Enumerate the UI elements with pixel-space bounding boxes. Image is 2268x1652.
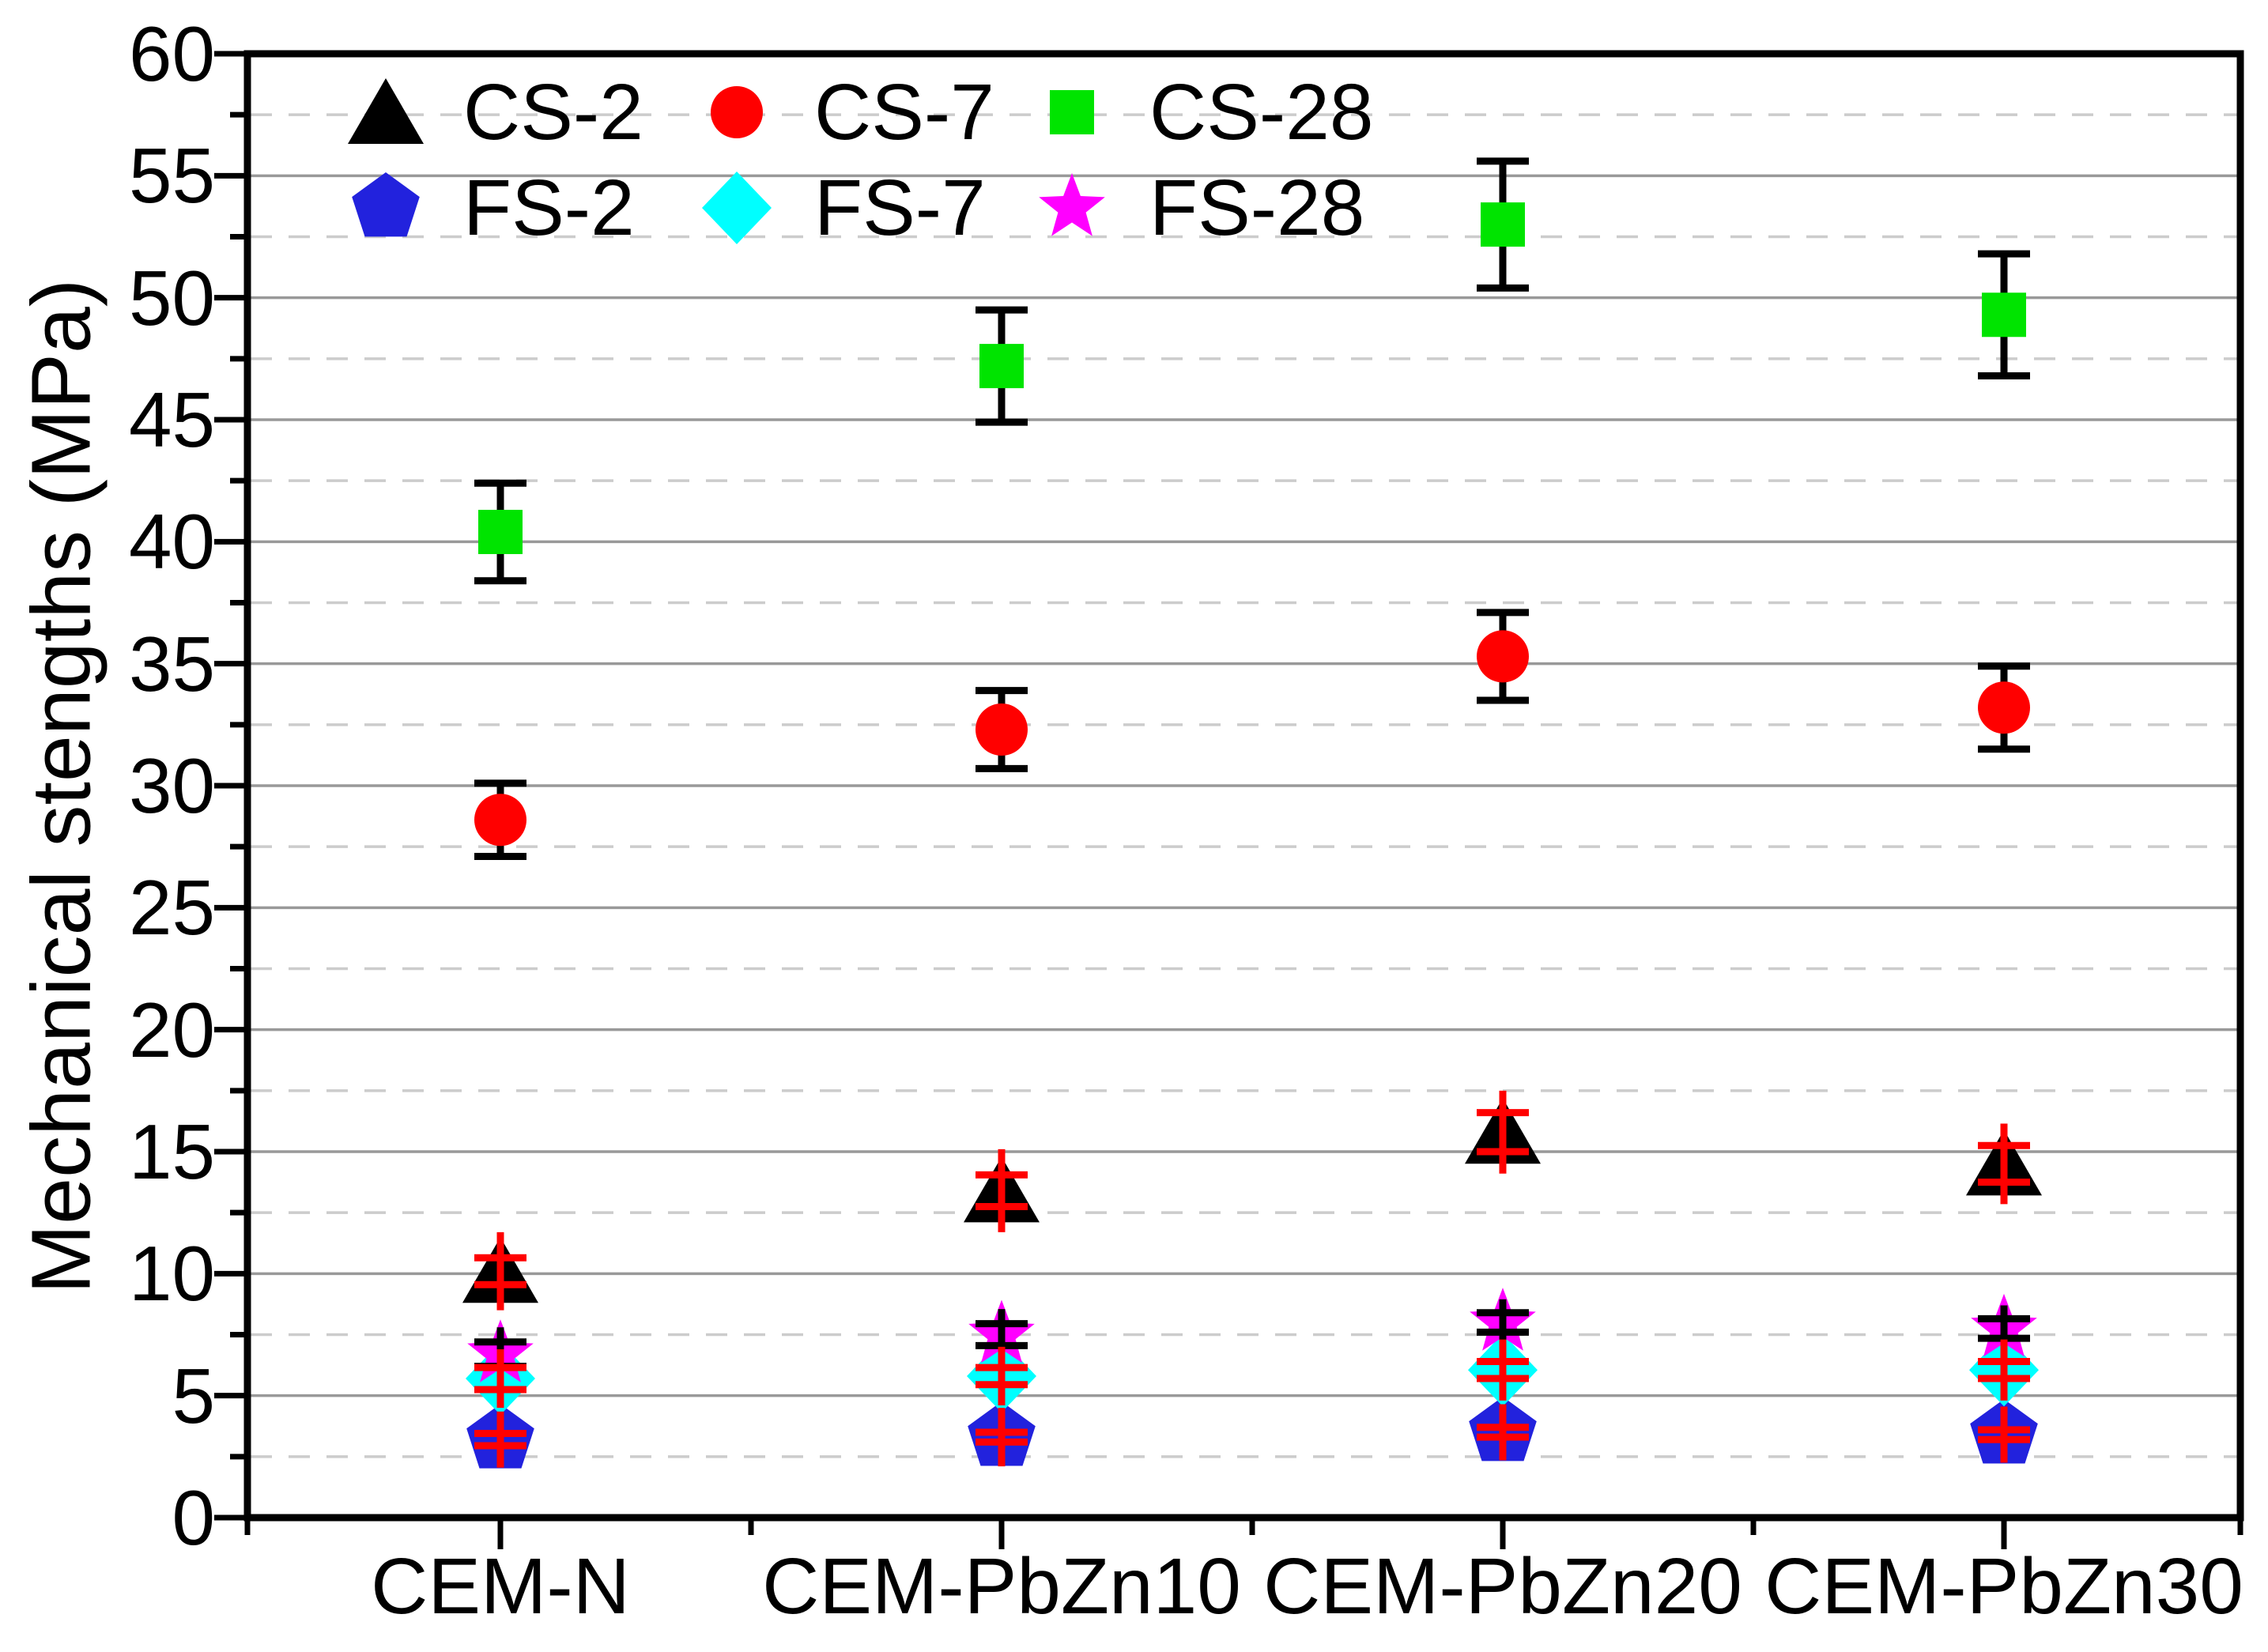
legend-entry-cs2: CS-2: [348, 71, 643, 153]
y-tick-label: 40: [128, 498, 215, 586]
marker-cs-7: [474, 794, 526, 847]
square-marker-icon: [1050, 90, 1094, 134]
legend-label: FS-28: [1149, 164, 1365, 252]
x-category-label: CEM-PbZn20: [1263, 1542, 1742, 1631]
x-category-label: CEM-PbZn10: [762, 1542, 1241, 1631]
y-tick-label: 0: [172, 1474, 215, 1561]
marker-cs-28: [478, 509, 523, 554]
y-tick-label: 55: [128, 132, 215, 220]
y-tick-label: 15: [128, 1108, 215, 1195]
legend-label: FS-2: [463, 164, 635, 252]
marker-cs-28: [1982, 292, 2026, 338]
x-category-label: CEM-N: [371, 1542, 630, 1631]
triangle-marker-icon: [348, 78, 424, 144]
x-category-label: CEM-PbZn30: [1764, 1542, 2243, 1631]
y-tick-label: 45: [128, 376, 215, 463]
marker-cs-28: [979, 344, 1024, 389]
y-tick-label: 50: [128, 254, 215, 341]
legend-label: FS-7: [814, 164, 986, 252]
pentagon-marker-icon: [352, 172, 420, 237]
diamond-marker-icon: [702, 172, 772, 244]
legend-label: CS-28: [1149, 68, 1374, 157]
marker-cs-7: [1978, 681, 2030, 734]
y-tick-label: 30: [128, 742, 215, 829]
legend-label: CS-2: [463, 68, 643, 157]
circle-marker-icon: [711, 86, 763, 138]
y-tick-label: 35: [128, 620, 215, 707]
legend-entry-fs7: FS-7: [699, 167, 986, 249]
legend-marker-fs-2: [352, 172, 420, 237]
legend-marker-fs-7: [702, 172, 772, 244]
legend-entry-cs7: CS-7: [699, 71, 994, 153]
marker-cs-28: [1481, 202, 1525, 247]
star-marker-icon: [1039, 173, 1105, 236]
legend-marker-cs-7: [711, 86, 763, 138]
y-tick-label: 20: [128, 986, 215, 1073]
marker-cs-7: [976, 703, 1028, 756]
y-tick-label: 25: [128, 864, 215, 952]
legend-entry-fs28: FS-28: [1034, 167, 1364, 249]
legend-marker-cs-2: [348, 78, 424, 144]
legend-marker-fs-28: [1039, 173, 1105, 236]
y-tick-label: 10: [128, 1230, 215, 1318]
marker-cs-7: [1477, 630, 1529, 683]
legend-entry-fs2: FS-2: [348, 167, 635, 249]
legend-entry-cs28: CS-28: [1034, 71, 1373, 153]
y-tick-label: 60: [128, 10, 215, 97]
legend-label: CS-7: [814, 68, 994, 157]
legend-marker-cs-28: [1050, 90, 1094, 134]
y-tick-label: 5: [172, 1352, 215, 1439]
